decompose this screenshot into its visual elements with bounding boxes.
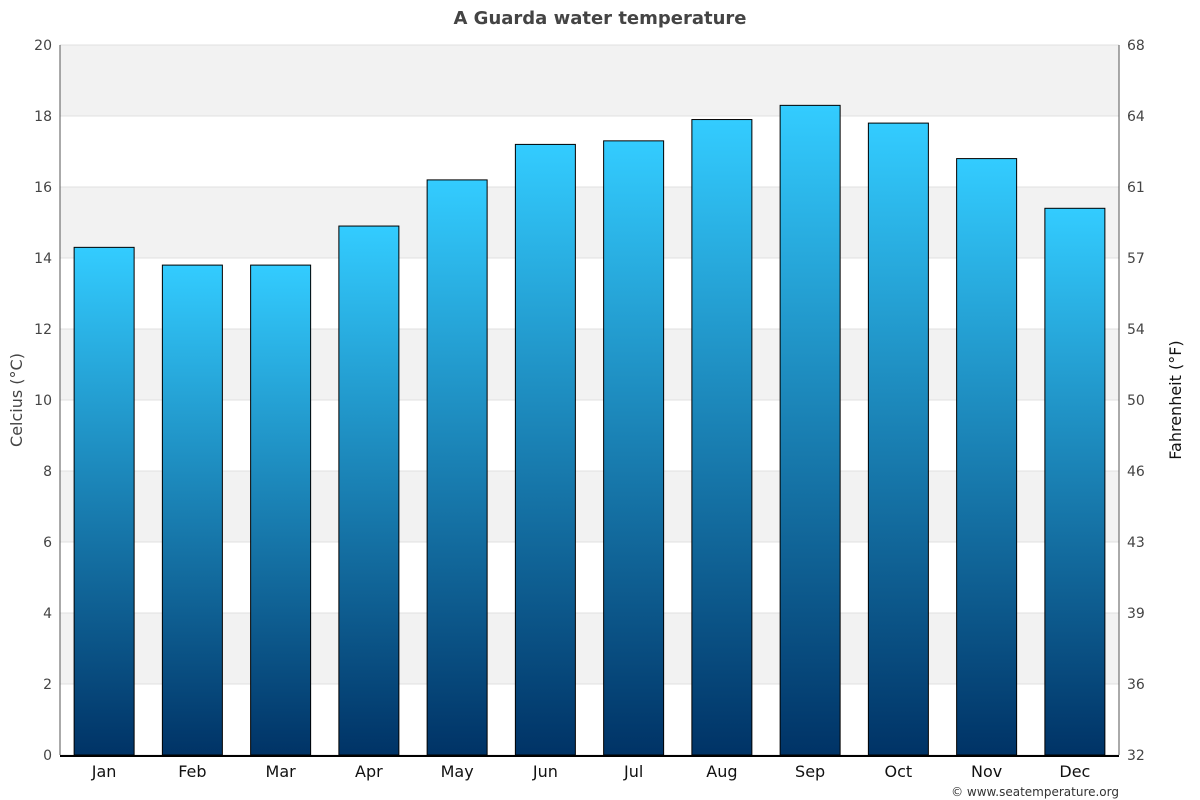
bar-apr [338,225,400,756]
x-tick-label: Feb [178,762,206,781]
x-tick-label: Sep [795,762,825,781]
y2-tick-label: 32 [1127,748,1145,764]
bar-jan [73,246,135,756]
y2-tick-label: 43 [1127,535,1145,551]
y-tick-label: 18 [34,109,52,125]
y-tick-label: 12 [34,322,52,338]
y2-tick-label: 57 [1127,251,1145,267]
x-tick-label: Jul [623,762,643,781]
bar-mar [250,264,312,756]
y2-tick-label: 64 [1127,109,1145,125]
y-tick-label: 8 [43,464,52,480]
x-tick-label: Nov [971,762,1002,781]
bar-feb [161,264,223,756]
credit: © www.seatemperature.org [951,785,1119,799]
bar-jul [603,140,665,756]
chart-title: A Guarda water temperature [453,8,746,29]
x-tick-label: May [441,762,474,781]
bar-dec [1044,207,1106,756]
y-tick-label: 2 [43,677,52,693]
x-tick-label: Mar [266,762,297,781]
y2-tick-label: 68 [1127,38,1145,54]
x-tick-label: Oct [885,762,913,781]
y-tick-label: 0 [43,748,52,764]
y-tick-label: 4 [43,606,52,622]
y-tick-label: 16 [34,180,52,196]
grid-band [60,613,1119,684]
bar-aug [691,119,753,756]
bar-may [426,179,488,756]
grid-band [60,45,1119,116]
y2-tick-label: 50 [1127,393,1145,409]
x-tick-label: Dec [1059,762,1090,781]
y2-tick-label: 39 [1127,606,1145,622]
y2-axis-label: Fahrenheit (°F) [1166,340,1185,459]
y-tick-label: 20 [34,38,52,54]
x-tick-label: Jun [532,762,558,781]
grid-band [60,329,1119,400]
grid-band [60,471,1119,542]
y2-tick-label: 46 [1127,464,1145,480]
y-tick-label: 14 [34,251,52,267]
y2-tick-label: 36 [1127,677,1145,693]
bar-sep [779,104,841,756]
bar-jun [514,143,576,756]
x-tick-label: Jan [91,762,117,781]
y-axis-label: Celcius (°C) [7,353,26,447]
y-tick-label: 10 [34,393,52,409]
y2-tick-label: 61 [1127,180,1145,196]
bar-oct [867,122,929,756]
y2-tick-label: 54 [1127,322,1145,338]
bar-nov [956,158,1018,756]
grid-band [60,187,1119,258]
x-tick-label: Apr [355,762,383,781]
y-tick-label: 6 [43,535,52,551]
x-tick-label: Aug [706,762,737,781]
